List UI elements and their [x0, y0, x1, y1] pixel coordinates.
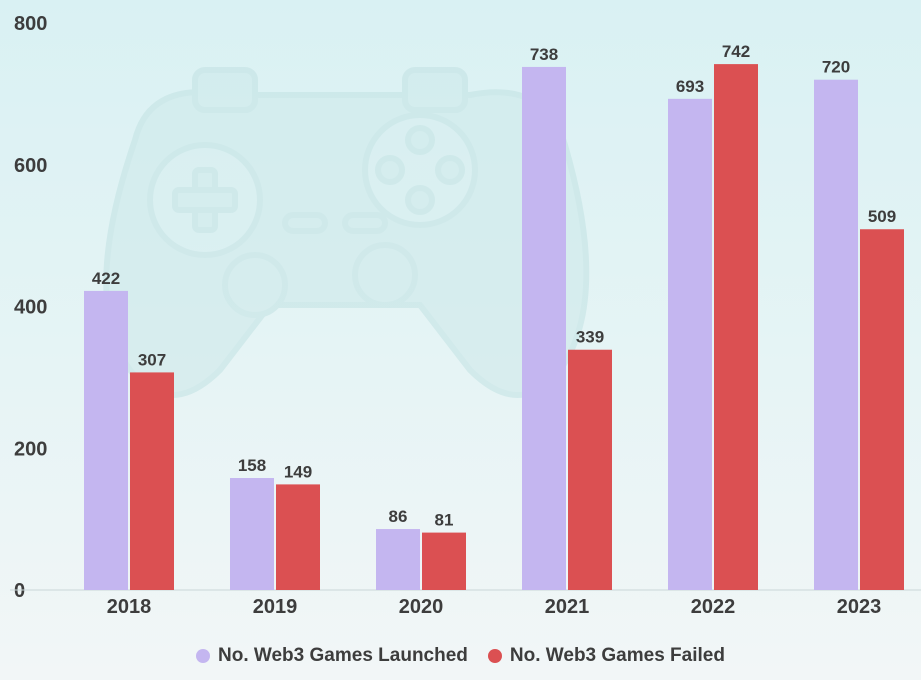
x-tick-label: 2022 — [691, 596, 736, 618]
bar-launched-2022 — [668, 98, 712, 591]
x-tick-label: 2019 — [253, 596, 298, 618]
bar-launched-2021 — [522, 66, 566, 590]
bar-failed-2020 — [422, 532, 466, 590]
x-tick-label: 2021 — [545, 596, 590, 618]
data-label: 86 — [389, 507, 408, 526]
data-label: 720 — [822, 58, 850, 77]
y-tick-label: 400 — [14, 297, 47, 319]
data-label: 509 — [868, 207, 896, 226]
x-tick-label: 2023 — [837, 596, 882, 618]
bar-launched-2018 — [84, 290, 128, 590]
bar-failed-2023 — [860, 229, 904, 590]
data-label: 339 — [576, 328, 604, 347]
data-label: 738 — [530, 45, 558, 64]
bar-launched-2020 — [376, 529, 420, 590]
data-label: 81 — [435, 511, 454, 530]
data-label: 693 — [676, 77, 704, 96]
bar-failed-2019 — [276, 484, 320, 590]
legend: No. Web3 Games Launched No. Web3 Games F… — [0, 645, 921, 667]
legend-item-failed: No. Web3 Games Failed — [487, 645, 725, 667]
data-label: 158 — [238, 456, 266, 475]
bar-chart: 0 200 400 600 800 422 307 158 149 86 81 738 339 693 7… — [10, 13, 921, 618]
bar-launched-2019 — [230, 478, 274, 590]
bar-failed-2022 — [714, 64, 758, 591]
y-tick-label: 800 — [14, 13, 47, 35]
x-tick-label: 2018 — [107, 596, 152, 618]
y-tick-label: 600 — [14, 155, 47, 177]
bar-launched-2023 — [814, 79, 858, 590]
data-label: 742 — [722, 42, 750, 61]
x-tick-label: 2020 — [399, 596, 444, 618]
y-tick-label: 200 — [14, 438, 47, 460]
legend-label-launched: No. Web3 Games Launched — [218, 645, 468, 666]
data-label: 307 — [138, 350, 166, 369]
data-label: 149 — [284, 462, 312, 481]
y-tick-label: 0 — [14, 580, 25, 602]
bar-failed-2018 — [130, 372, 174, 590]
legend-label-failed: No. Web3 Games Failed — [509, 645, 725, 666]
legend-item-launched: No. Web3 Games Launched — [196, 645, 468, 667]
legend-swatch-launched — [196, 649, 211, 663]
bar-failed-2021 — [568, 349, 612, 590]
game-controller-icon — [103, 67, 590, 398]
data-label: 422 — [92, 269, 120, 288]
legend-swatch-failed — [487, 649, 502, 663]
